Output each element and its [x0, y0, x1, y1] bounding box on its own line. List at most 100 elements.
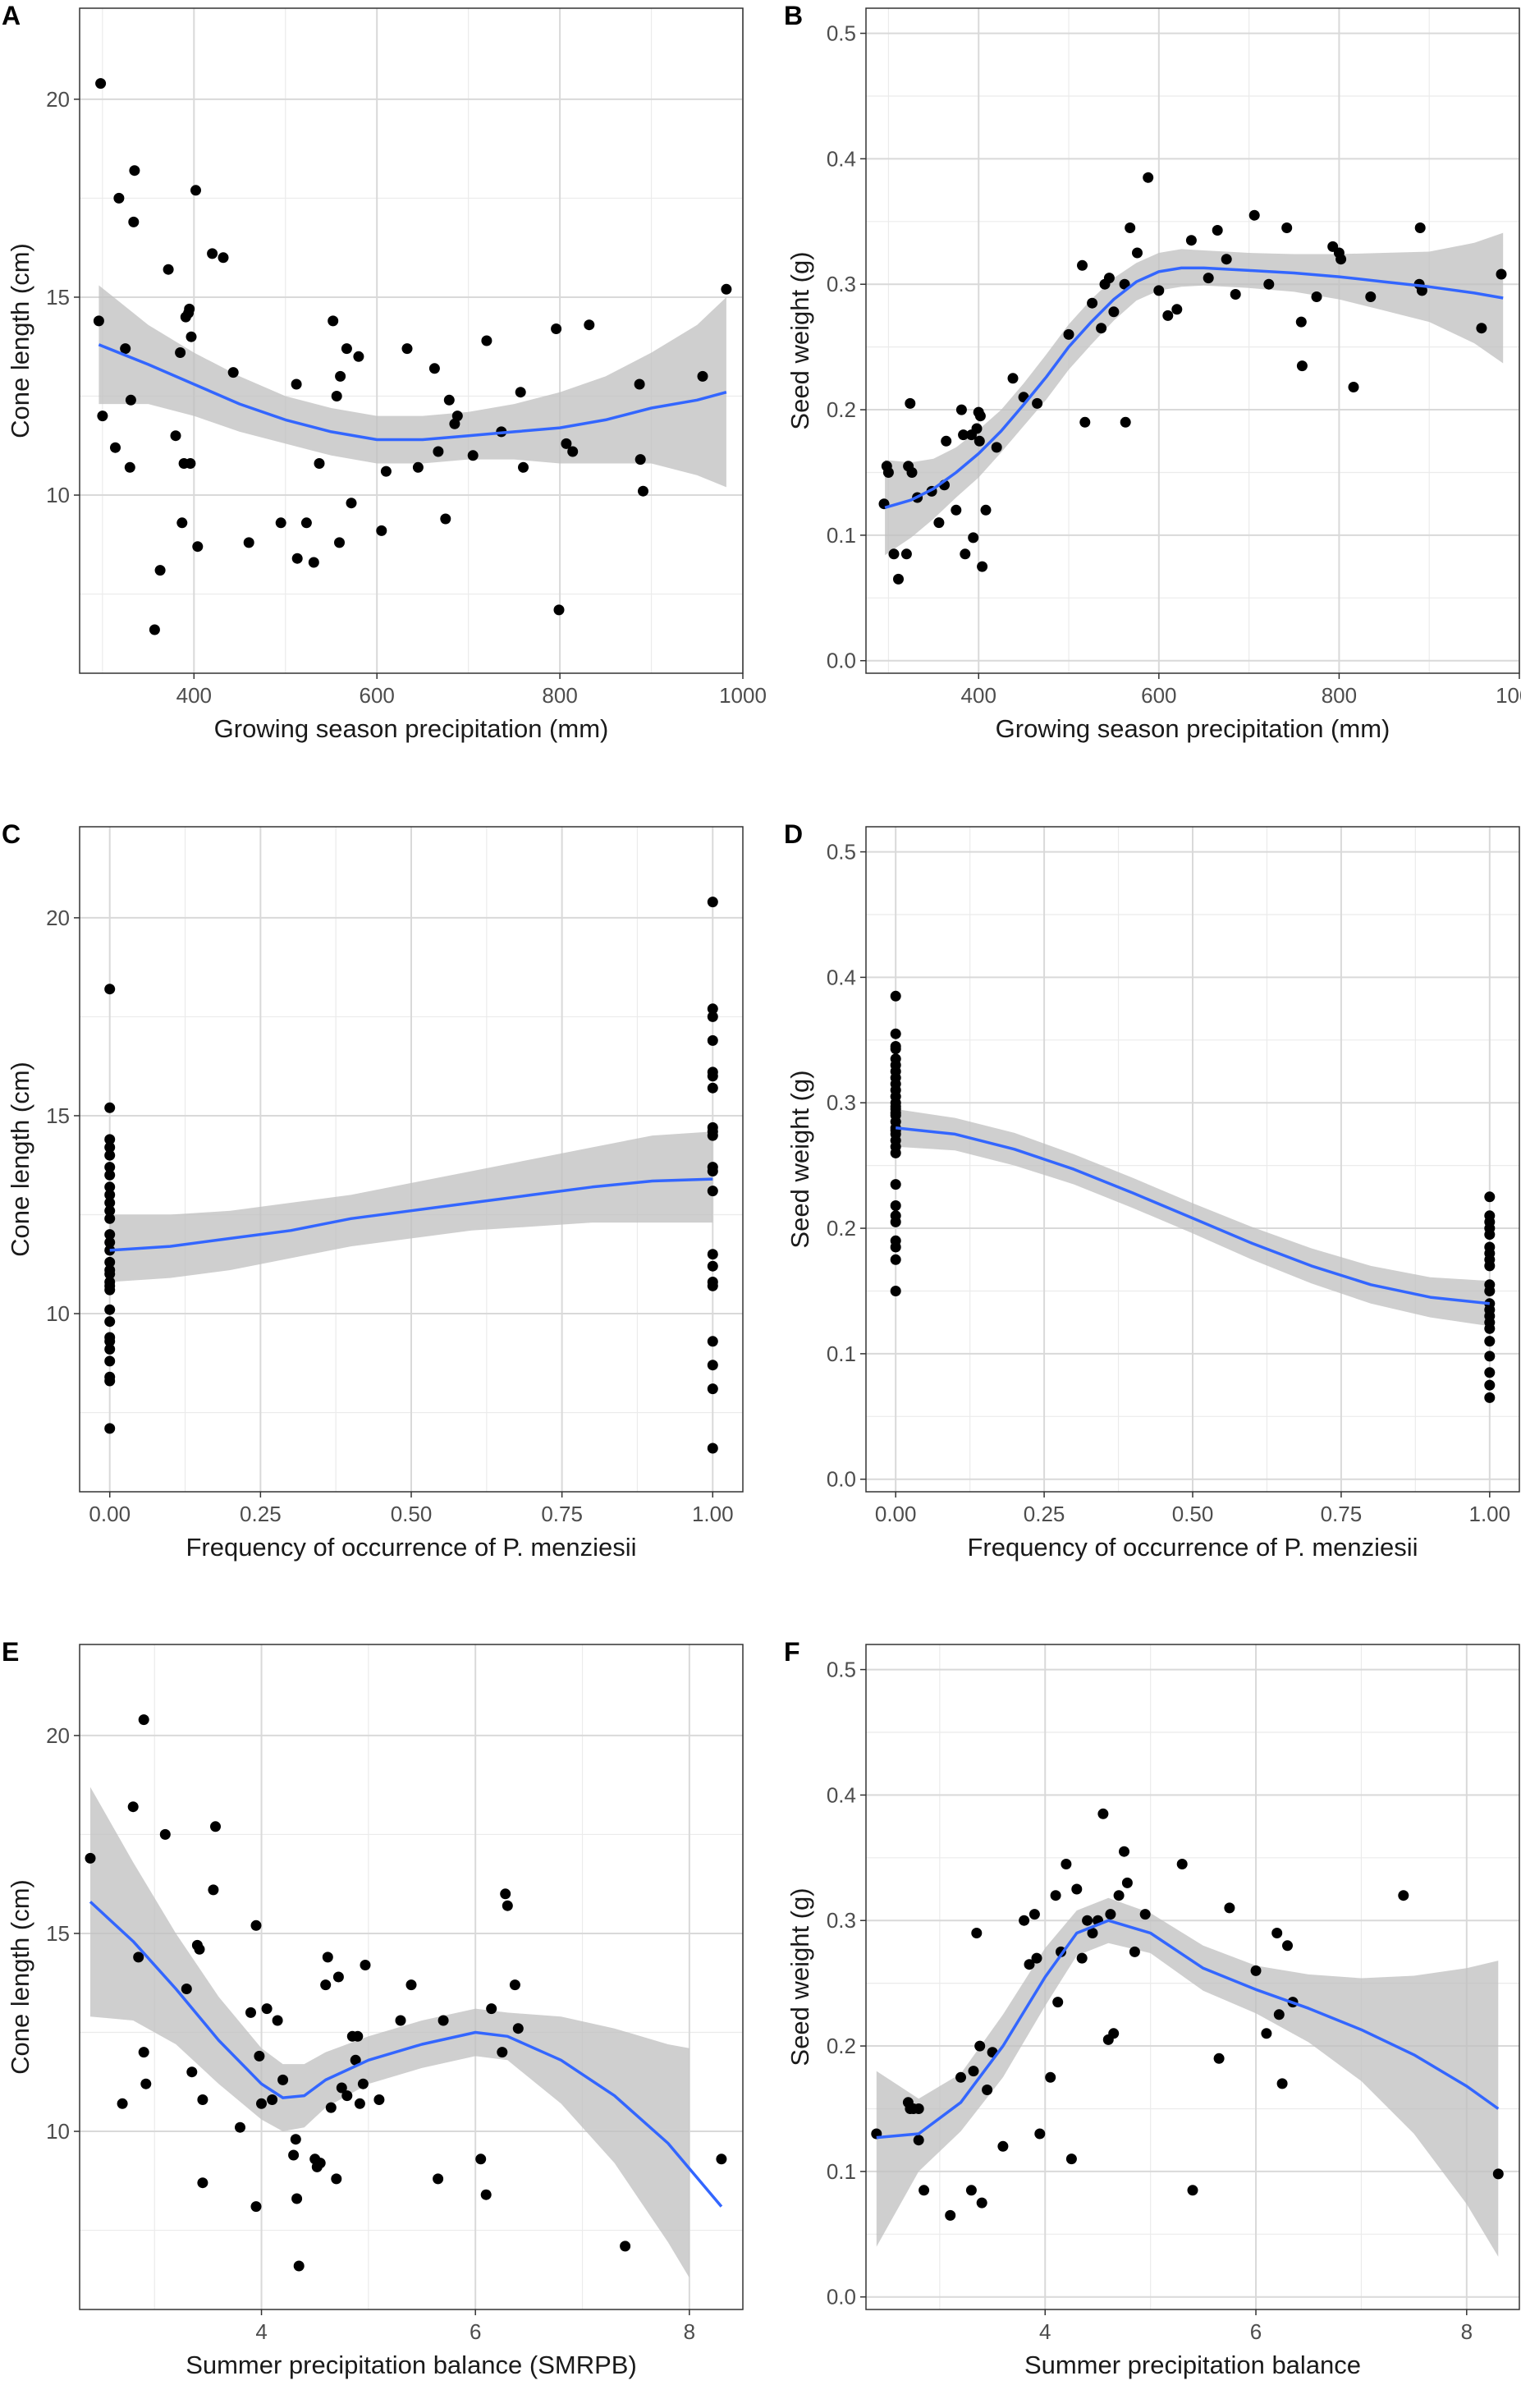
panel-background: [80, 8, 743, 673]
data-point: [1119, 278, 1130, 290]
data-point: [971, 1928, 983, 1938]
data-point: [433, 2173, 444, 2185]
data-point: [1398, 1890, 1409, 1901]
data-point: [584, 319, 595, 331]
data-point: [291, 2193, 303, 2204]
data-point: [1250, 1965, 1262, 1976]
data-point: [133, 1952, 144, 1963]
x-tick-label: 800: [1322, 683, 1357, 708]
data-point: [882, 467, 894, 478]
data-point: [104, 1142, 116, 1153]
data-point: [1121, 1877, 1133, 1888]
data-point: [955, 404, 967, 415]
data-point: [443, 394, 455, 406]
panel-d: 0.00 0.25 0.50 0.75 1.00 0.0 0.1 0.2 0.3 0.4 0.5 Fr…: [784, 819, 1520, 1562]
data-point: [913, 2103, 924, 2114]
data-point: [128, 216, 140, 227]
data-point: [467, 450, 479, 461]
data-point: [104, 1102, 116, 1113]
data-point: [707, 1360, 718, 1371]
data-point: [716, 2153, 727, 2165]
y-tick-label: 0.3: [827, 1908, 856, 1933]
data-point: [1132, 247, 1143, 259]
x-tick-label: 0.25: [1024, 1502, 1065, 1526]
y-tick-label: 0.5: [827, 840, 856, 865]
data-point: [104, 1213, 116, 1224]
data-point: [707, 897, 718, 908]
data-point: [1348, 382, 1359, 392]
y-tick-label: 10: [46, 2119, 70, 2144]
data-point: [1230, 289, 1241, 300]
data-point: [1212, 225, 1223, 236]
data-point: [328, 315, 339, 327]
data-point: [218, 252, 229, 264]
data-point: [354, 2098, 365, 2109]
data-point: [373, 2094, 385, 2105]
data-point: [1414, 222, 1426, 233]
data-point: [194, 1943, 205, 1955]
x-tick-label: 0.50: [1172, 1502, 1214, 1526]
data-point: [256, 2098, 267, 2109]
data-point: [104, 1149, 116, 1161]
data-point: [208, 1884, 219, 1896]
x-tick-label: 1000: [719, 683, 767, 708]
data-point: [553, 604, 565, 616]
data-point: [127, 1801, 139, 1813]
data-point: [475, 2153, 487, 2165]
data-point: [890, 1216, 901, 1227]
data-point: [1276, 2078, 1288, 2089]
data-point: [900, 548, 912, 560]
data-point: [428, 363, 440, 374]
y-tick-label: 20: [46, 1723, 70, 1748]
data-point: [1103, 273, 1115, 284]
data-point: [933, 517, 945, 529]
data-point: [95, 78, 107, 89]
data-point: [331, 2173, 342, 2185]
data-point: [138, 2047, 149, 2058]
x-axis-title: Summer precipitation balance (SMRPB): [186, 2351, 637, 2379]
data-point: [1087, 297, 1098, 309]
data-point: [518, 461, 529, 473]
data-point: [353, 351, 364, 362]
data-point: [332, 1971, 344, 1983]
data-point: [254, 2050, 265, 2062]
panel-letter: A: [2, 1, 21, 30]
data-point: [707, 1003, 718, 1015]
data-point: [707, 1186, 718, 1197]
y-axis-title: Cone length (cm): [6, 243, 34, 438]
data-point: [275, 517, 286, 529]
data-point: [1119, 1846, 1129, 1857]
data-point: [1335, 254, 1347, 265]
data-point: [974, 435, 985, 447]
data-point: [1143, 172, 1154, 183]
y-axis-title: Seed weight (g): [786, 1887, 814, 2066]
data-point: [1096, 323, 1107, 334]
data-point: [325, 2102, 337, 2113]
data-point: [890, 1254, 901, 1265]
data-point: [104, 1375, 116, 1387]
data-point: [376, 525, 387, 536]
panel-letter: F: [784, 1637, 800, 1667]
x-tick-label: 4: [255, 2319, 267, 2344]
data-point: [997, 2140, 1009, 2152]
data-point: [335, 370, 346, 382]
data-point: [395, 2015, 406, 2026]
panel-letter: B: [784, 1, 803, 30]
data-point: [176, 517, 188, 529]
data-point: [890, 1147, 901, 1158]
data-point: [945, 2209, 956, 2221]
data-point: [1261, 2028, 1272, 2039]
data-point: [314, 458, 325, 469]
data-point: [104, 1197, 116, 1209]
data-point: [170, 430, 181, 442]
data-point: [1263, 278, 1275, 290]
y-tick-label: 0.5: [827, 21, 856, 46]
panel-b: 400 600 800 1000 0.0 0.1 0.2 0.3 0.4 0.5 Growing s…: [784, 1, 1521, 743]
data-point: [968, 532, 979, 544]
y-tick-label: 15: [46, 1921, 70, 1946]
x-tick-label: 8: [684, 2319, 695, 2344]
data-point: [314, 2158, 326, 2169]
y-tick-label: 0.1: [827, 1342, 856, 1366]
data-point: [1034, 2128, 1046, 2140]
